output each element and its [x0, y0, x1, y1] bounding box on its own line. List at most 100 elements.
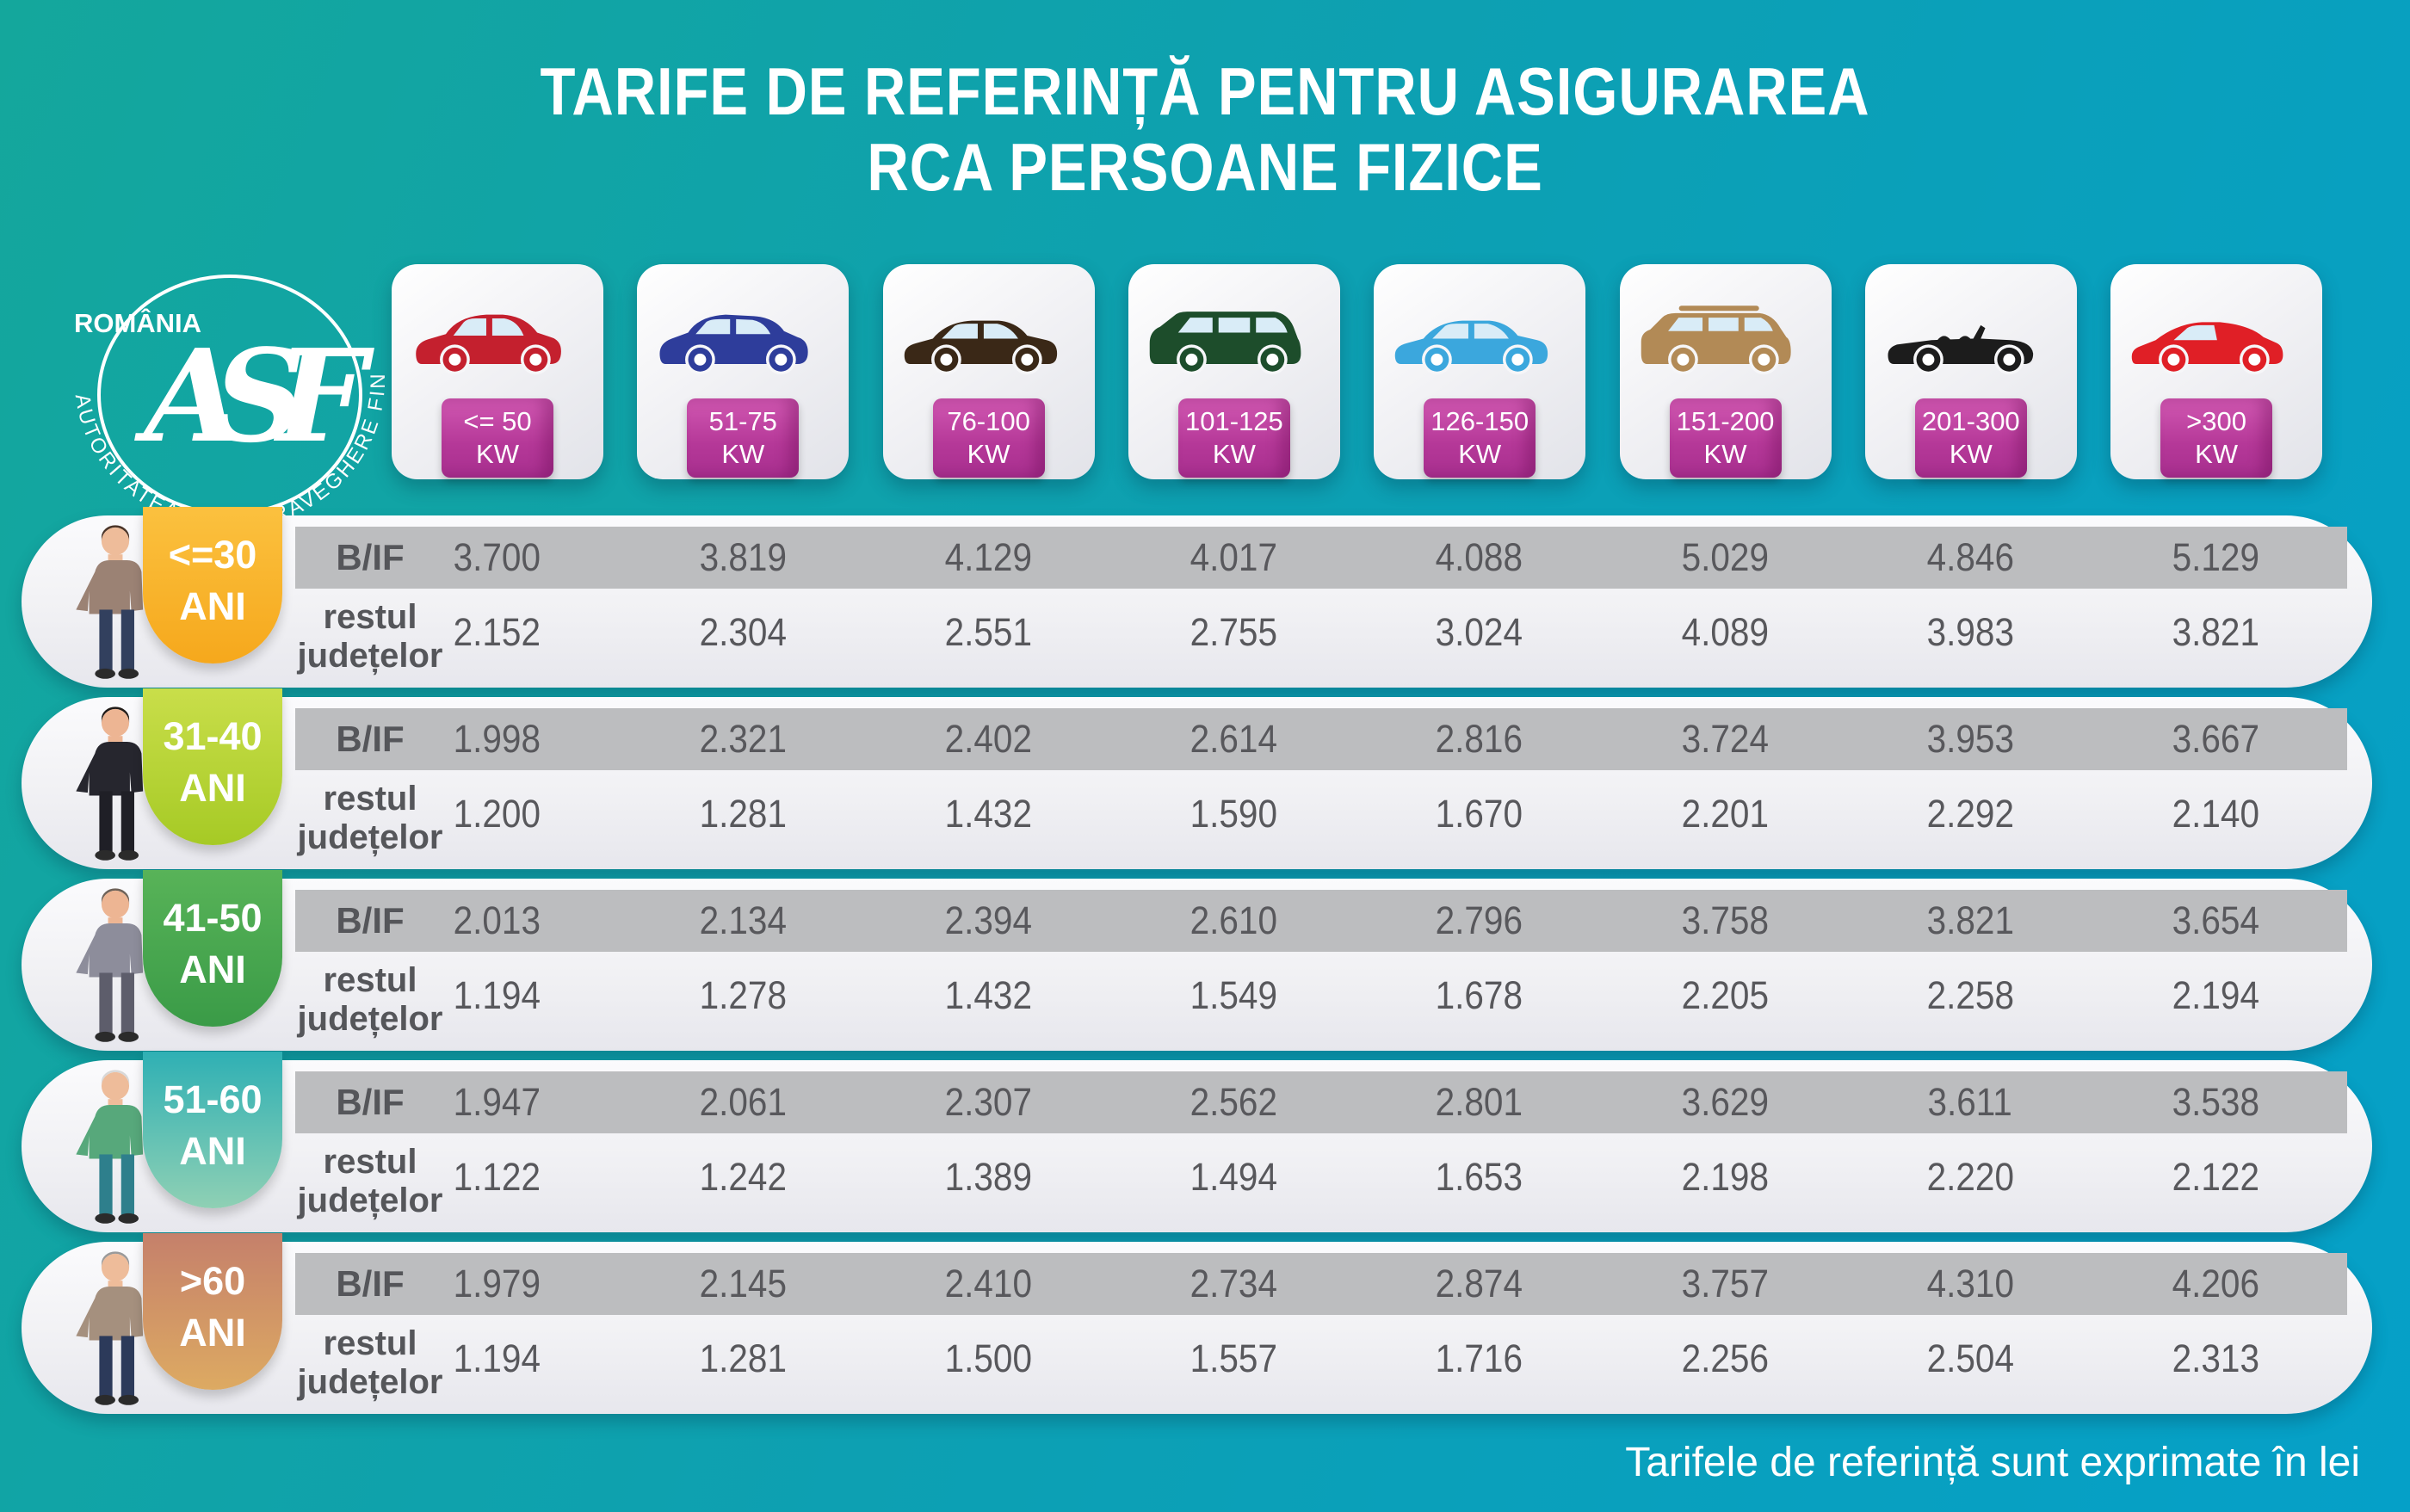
age-group-row: 31-40 ANI B/IF 1.998 2.321 2.402 2.614 2.816…: [22, 688, 2372, 869]
tariff-value: 2.140: [2172, 792, 2260, 836]
person-icon: [76, 888, 144, 1042]
bif-values-row: 1.998 2.321 2.402 2.614 2.816 3.724 3.953 3.667: [374, 708, 2339, 770]
tariff-value: 4.846: [1926, 535, 2014, 579]
tariff-value: 4.129: [944, 535, 1032, 579]
bif-values-row: 1.947 2.061 2.307 2.562 2.801 3.629 3.611 3.538: [374, 1071, 2339, 1133]
tariff-value: 2.194: [2172, 973, 2260, 1017]
kw-range-badge: 101-125 KW: [1177, 398, 1290, 478]
tariff-value: 4.310: [1926, 1262, 2014, 1305]
age-range-label: 31-40: [163, 714, 263, 758]
car-hatchback-icon: [416, 314, 561, 375]
bif-values-row: 1.979 2.145 2.410 2.734 2.874 3.757 4.310 4.206: [374, 1253, 2339, 1315]
tariff-value: 2.614: [1190, 717, 1278, 761]
tariff-value: 5.129: [2172, 535, 2260, 579]
age-unit-label: ANI: [179, 584, 246, 628]
tariff-value: 1.432: [944, 973, 1032, 1017]
tariff-value: 2.394: [944, 898, 1032, 942]
tariff-value: 2.796: [1435, 898, 1523, 942]
age-group-row: <=30 ANI B/IF 3.700 3.819 4.129 4.017 4.088 5…: [22, 507, 2372, 688]
tariff-value: 3.821: [1926, 898, 2014, 942]
tariff-value: 3.629: [1681, 1080, 1769, 1124]
tariff-value: 2.562: [1190, 1080, 1278, 1124]
age-range-label: >60: [179, 1259, 246, 1303]
tariff-value: 3.538: [2172, 1080, 2260, 1124]
tariff-value: 2.307: [944, 1080, 1032, 1124]
region-label-bif: B/IF: [336, 719, 405, 759]
person-icon: [76, 525, 144, 679]
region-label-bif: B/IF: [336, 1263, 405, 1304]
region-label-rest: restul județelor: [297, 598, 443, 675]
tariff-value: 3.819: [699, 535, 787, 579]
region-label-bif: B/IF: [336, 900, 405, 941]
region-label-rest: restul județelor: [297, 780, 443, 856]
tariff-value: 2.734: [1190, 1262, 1278, 1305]
tariff-value: 2.258: [1926, 973, 2014, 1017]
logo-monogram: ASF: [134, 321, 375, 471]
tariff-value: 3.758: [1681, 898, 1769, 942]
age-range-label: <=30: [168, 533, 257, 577]
tariff-value: 2.504: [1926, 1336, 2014, 1380]
tariff-value: 1.281: [699, 1336, 787, 1380]
tariff-value: 1.716: [1435, 1336, 1523, 1380]
page-title: TARIFE DE REFERINȚĂ PENTRU ASIGURAREA RC…: [0, 53, 2410, 205]
bif-values-row: 2.013 2.134 2.394 2.610 2.796 3.758 3.821 3.654: [374, 890, 2339, 952]
logo-country-label: ROMÂNIA: [74, 307, 201, 338]
tariff-value: 2.801: [1435, 1080, 1523, 1124]
tariff-value: 2.313: [2172, 1336, 2260, 1380]
kw-unit: KW: [2195, 439, 2239, 469]
tariff-value: 1.194: [453, 1336, 541, 1380]
tariff-value: 1.194: [453, 973, 541, 1017]
region-label-bif: B/IF: [336, 537, 405, 577]
car-suv-icon: [1641, 305, 1791, 375]
tariff-value: 2.610: [1190, 898, 1278, 942]
car-sedan-icon: [904, 320, 1057, 375]
tariff-value: 3.953: [1926, 717, 2014, 761]
tariff-value: 2.402: [944, 717, 1032, 761]
bif-band: [295, 708, 2347, 770]
car-sports-icon: [2131, 322, 2283, 375]
bif-band: [295, 1071, 2347, 1133]
vehicle-category-card: 51-75 KW: [637, 264, 850, 479]
tariff-value: 1.242: [699, 1155, 787, 1199]
tariff-value: 3.667: [2172, 717, 2260, 761]
vehicle-category-card: 126-150 KW: [1374, 264, 1586, 479]
tariff-value: 2.874: [1435, 1262, 1523, 1305]
age-unit-label: ANI: [179, 1129, 246, 1173]
tariff-value: 2.551: [944, 610, 1032, 654]
page-title-line2: RCA PERSOANE FIZICE: [867, 129, 1543, 205]
tariff-value: 2.205: [1681, 973, 1769, 1017]
tariff-value: 2.198: [1681, 1155, 1769, 1199]
kw-unit: KW: [721, 439, 765, 469]
tariff-value: 1.432: [944, 792, 1032, 836]
car-minivan-icon: [1149, 312, 1301, 375]
kw-range-badge: 151-200 KW: [1669, 398, 1782, 478]
tariff-value: 3.024: [1435, 610, 1523, 654]
tariff-value: 1.122: [453, 1155, 541, 1199]
kw-range-value: 101-125: [1185, 406, 1283, 436]
tariff-value: 2.292: [1926, 792, 2014, 836]
tariff-value: 2.134: [699, 898, 787, 942]
tariff-value: 1.670: [1435, 792, 1523, 836]
car-sedan-blue-icon: [1394, 320, 1548, 375]
tariff-value: 4.089: [1681, 610, 1769, 654]
tariff-value: 2.816: [1435, 717, 1523, 761]
tariff-value: 4.088: [1435, 535, 1523, 579]
rest-values-row: 2.152 2.304 2.551 2.755 3.024 4.089 3.983 3.821: [374, 600, 2339, 665]
kw-range-value: 201-300: [1921, 406, 2020, 436]
kw-range-badge: 126-150 KW: [1424, 398, 1536, 478]
tariff-value: 2.145: [699, 1262, 787, 1305]
tariff-value: 2.061: [699, 1080, 787, 1124]
tariff-value: 4.206: [2172, 1262, 2260, 1305]
tariff-value: 3.700: [453, 535, 541, 579]
tariff-value: 4.017: [1190, 535, 1278, 579]
bif-band: [295, 1253, 2347, 1315]
bif-band: [295, 527, 2347, 589]
age-range-label: 51-60: [163, 1077, 263, 1121]
tariff-value: 2.013: [453, 898, 541, 942]
tariff-value: 2.220: [1926, 1155, 2014, 1199]
rest-values-row: 1.122 1.242 1.389 1.494 1.653 2.198 2.220 2.122: [374, 1145, 2339, 1210]
car-convertible-icon: [1888, 324, 2033, 375]
tariff-value: 2.304: [699, 610, 787, 654]
tariff-value: 2.755: [1190, 610, 1278, 654]
tariff-value: 2.152: [453, 610, 541, 654]
